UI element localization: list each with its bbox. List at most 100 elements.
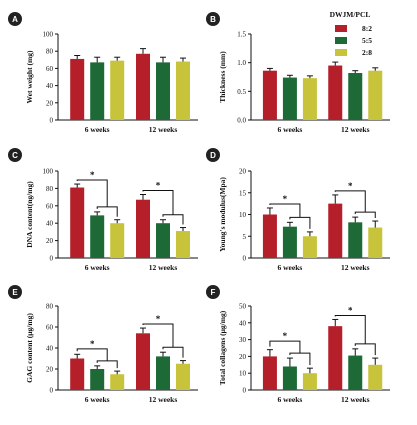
panel-e-bracket-outer xyxy=(142,323,174,348)
panel-a-ytick-label: 20 xyxy=(46,99,54,107)
panel-b-ytick-label: 1.0 xyxy=(237,59,246,67)
panel-f-ytick-label: 30 xyxy=(239,336,247,344)
panel-e-badge xyxy=(8,285,22,299)
panel-d-category-label: 6 weeks xyxy=(278,263,303,272)
panel-f-bar xyxy=(282,366,297,390)
panel-c-badge xyxy=(8,148,22,162)
panel-b-bar xyxy=(282,77,297,120)
panel-d-ytick-label: 20 xyxy=(239,168,247,176)
legend: DWJM/PCL 8:2 5:5 2:8 xyxy=(330,10,373,57)
panel-f-bracket-outer xyxy=(334,314,366,344)
panel-c: C 0 20 40 60 80 100 DNA content(ng/mg) 6 weeks * 1… xyxy=(8,148,198,272)
panel-c-ytick-label: 80 xyxy=(46,185,54,193)
panel-a-ylabel: Wet weight (mg) xyxy=(25,50,34,103)
panel-e-letter: E xyxy=(12,288,18,297)
legend-label-2-8: 2:8 xyxy=(362,48,372,57)
panel-e-bracket-outer xyxy=(76,348,108,361)
panel-a-bar xyxy=(90,62,105,120)
panel-c-ytick-label: 60 xyxy=(46,202,54,210)
panel-c-ytick-label: 40 xyxy=(46,220,54,228)
panel-b-bar xyxy=(348,72,363,120)
panel-d-bar xyxy=(302,236,317,258)
panel-f-bar xyxy=(368,364,383,390)
panel-e-ytick-label: 80 xyxy=(46,303,54,311)
panel-d-significance-star: * xyxy=(283,194,288,204)
panel-a-bar xyxy=(136,53,150,120)
panel-d-bracket-outer xyxy=(334,190,366,213)
panel-f: F 0 10 20 30 40 50 Total collagens (μg/mg) 6 wee… xyxy=(206,285,390,404)
panel-e-category-label: 6 weeks xyxy=(85,395,110,404)
panel-c-ylabel: DNA content(ng/mg) xyxy=(25,181,34,248)
panel-f-ytick-label: 40 xyxy=(239,319,247,327)
panel-c-significance-star: * xyxy=(90,170,95,180)
panel-f-bar xyxy=(262,356,277,390)
panel-f-bracket-inner xyxy=(289,352,311,366)
panel-b: B 0.0 0.5 1.0 1.5 Thickness (mm) 6 weeks 12 wee… xyxy=(206,12,390,134)
panel-e-bar xyxy=(136,333,150,390)
panel-c-category-label: 12 weeks xyxy=(149,263,178,272)
panel-d-ytick-label: 5 xyxy=(243,233,247,241)
panel-f-ytick-label: 20 xyxy=(239,353,247,361)
panel-f-ytick-label: 10 xyxy=(239,370,247,378)
panel-d-bracket-outer xyxy=(269,203,301,218)
panel-a-bar xyxy=(70,58,85,120)
panel-a-bar xyxy=(176,61,190,120)
panel-b-badge xyxy=(206,12,220,26)
panel-b-bar xyxy=(328,65,343,120)
panel-a-category-label: 6 weeks xyxy=(85,125,110,134)
panel-b-bar xyxy=(262,70,277,120)
panel-f-badge xyxy=(206,285,220,299)
panel-e-ytick-label: 0 xyxy=(50,387,54,395)
panel-d-ytick-label: 10 xyxy=(239,211,247,219)
panel-a-letter: A xyxy=(12,15,18,24)
panel-f-letter: F xyxy=(211,288,216,297)
legend-label-5-5: 5:5 xyxy=(362,36,372,45)
panel-c-letter: C xyxy=(12,151,18,160)
panel-a-ytick-label: 100 xyxy=(43,31,54,39)
panel-d-ytick-label: 15 xyxy=(239,189,247,197)
panel-d-bar xyxy=(282,226,297,258)
panel-d-bar xyxy=(328,203,343,258)
panel-e: E 0 20 40 60 80 GAG content (μg/mg) 6 weeks * 12 … xyxy=(8,285,198,404)
panel-f-bracket-inner xyxy=(354,343,376,356)
panel-d-ylabel: Young's modulus(Mpa) xyxy=(218,177,227,252)
panel-e-category-label: 12 weeks xyxy=(149,395,178,404)
panel-f-significance-star: * xyxy=(283,331,288,341)
panel-f-bar xyxy=(328,326,343,390)
panel-d-category-label: 12 weeks xyxy=(341,263,370,272)
panel-c-ytick-label: 100 xyxy=(43,168,54,176)
panel-a-ytick-label: 60 xyxy=(46,65,54,73)
panel-c-significance-star: * xyxy=(156,180,161,190)
panel-f-ylabel: Total collagens (μg/mg) xyxy=(218,310,227,385)
legend-title: DWJM/PCL xyxy=(330,10,371,19)
panel-f-bar xyxy=(348,355,363,390)
panel-b-category-label: 12 weeks xyxy=(341,125,370,134)
panel-b-ytick-label: 0.0 xyxy=(237,117,246,125)
panel-c-bar xyxy=(90,215,105,258)
panel-c-category-label: 6 weeks xyxy=(85,263,110,272)
panel-b-ytick-label: 1.5 xyxy=(237,31,246,39)
legend-swatch-5-5 xyxy=(335,37,347,44)
panel-c-bracket-outer xyxy=(142,189,174,215)
panel-d: D 0 5 10 15 20 Young's modulus(Mpa) 6 weeks * 12 … xyxy=(206,148,390,272)
panel-d-bar xyxy=(262,214,277,258)
panel-c-ytick-label: 0 xyxy=(50,255,54,263)
panel-c-bar xyxy=(176,231,190,258)
panel-d-significance-star: * xyxy=(348,181,353,191)
panel-d-bar xyxy=(348,222,363,258)
panel-b-category-label: 6 weeks xyxy=(278,125,303,134)
panel-a-category-label: 12 weeks xyxy=(149,125,178,134)
panel-f-bar xyxy=(302,373,317,390)
panel-e-bar xyxy=(70,358,85,390)
panel-f-category-label: 6 weeks xyxy=(278,395,303,404)
panel-e-bar xyxy=(90,369,105,390)
panel-e-ytick-label: 60 xyxy=(46,324,54,332)
panel-f-bracket-outer xyxy=(269,340,301,354)
panel-c-bar xyxy=(156,223,170,258)
panel-e-ytick-label: 40 xyxy=(46,345,54,353)
panel-c-bracket-outer xyxy=(76,179,108,207)
panel-e-ytick-label: 20 xyxy=(46,366,54,374)
panel-a-badge xyxy=(8,12,22,26)
